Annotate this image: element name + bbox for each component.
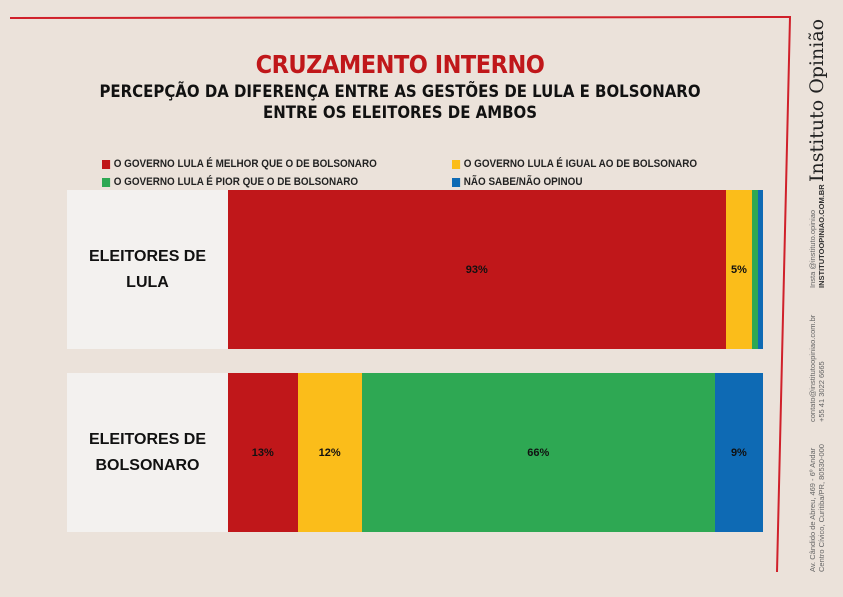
subtitle-line-2: ENTRE OS ELEITORES DE AMBOS [263,103,537,123]
address-line-2: Centro Cívico, Curitiba/PR, 80530-000 [817,444,826,572]
chart-title: CRUZAMENTO INTERNO [255,50,545,79]
bar-segment: 93% [228,190,726,349]
legend-item: NÃO SABE/NÃO OPINOU [452,176,583,188]
legend-item: O GOVERNO LULA É MELHOR QUE O DE BOLSONA… [102,158,377,170]
bar-row: ELEITORES DE LULA 93% 5% [67,190,763,349]
legend-swatch [452,159,461,169]
bar-segment [752,190,758,349]
category-label: ELEITORES DE LULA [67,190,228,349]
legend-item: O GOVERNO LULA É IGUAL AO DE BOLSONARO [452,158,697,170]
subtitle-line-1: PERCEPÇÃO DA DIFERENÇA ENTRE AS GESTÕES … [99,82,701,102]
legend-item: O GOVERNO LULA É PIOR QUE O DE BOLSONARO [102,176,358,188]
data-label: 93% [465,263,488,276]
category-label-line: BOLSONARO [95,456,200,474]
bar-segment: 9% [714,373,763,532]
legend-swatch [452,177,461,187]
insta-handle: Insta @instituto.opiniao [808,209,817,288]
data-label: 5% [730,263,747,276]
chart-subtitle: PERCEPÇÃO DA DIFERENÇA ENTRE AS GESTÕES … [48,82,752,124]
brand-contacts: contato@institutoopiniao.com.br +55 41 3… [808,315,826,422]
brand-contacts-social: Insta @instituto.opiniao INSTITUTOOPINIA… [808,184,826,288]
data-label: 9% [730,446,747,459]
legend-label: O GOVERNO LULA É MELHOR QUE O DE BOLSONA… [113,158,377,170]
legend-swatch [102,159,111,169]
category-label-line: ELEITORES DE [88,247,207,265]
data-label: 66% [527,446,550,459]
legend-label: O GOVERNO LULA É IGUAL AO DE BOLSONARO [463,158,698,170]
bar-segment: 66% [361,373,715,532]
bar-segment: 12% [297,373,362,532]
category-label-line: ELEITORES DE [88,430,207,448]
category-label: ELEITORES DE BOLSONARO [67,373,228,532]
category-label-line: LULA [126,273,169,291]
legend-label: NÃO SABE/NÃO OPINOU [463,176,583,188]
legend-label: O GOVERNO LULA É PIOR QUE O DE BOLSONARO [113,176,359,188]
bar-segment: 13% [228,373,298,532]
bar-segment [757,190,763,349]
email: contato@institutoopiniao.com.br [808,314,817,422]
bar-segment: 5% [725,190,753,349]
phone: +55 41 3022 6665 [817,361,826,422]
brand-name: Instituto Opinião [806,18,828,182]
website: INSTITUTOOPINIAO.COM.BR [817,184,826,288]
brand-address: Av. Cândido de Abreu, 469 - 6º Andar Cen… [808,444,826,572]
data-label: 12% [318,446,341,459]
legend-swatch [102,177,111,187]
data-label: 13% [251,446,274,459]
address-line-1: Av. Cândido de Abreu, 469 - 6º Andar [808,447,817,572]
bar-row: ELEITORES DE BOLSONARO 13% 12% 66% 9% [67,373,763,532]
